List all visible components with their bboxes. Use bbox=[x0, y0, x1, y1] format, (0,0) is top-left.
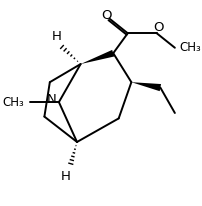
Text: N: N bbox=[47, 93, 57, 106]
Text: CH₃: CH₃ bbox=[179, 41, 201, 54]
Text: O: O bbox=[101, 9, 111, 22]
Polygon shape bbox=[131, 82, 161, 91]
Polygon shape bbox=[81, 50, 114, 64]
Text: H: H bbox=[52, 30, 62, 43]
Text: H: H bbox=[61, 170, 71, 183]
Text: CH₃: CH₃ bbox=[3, 96, 24, 109]
Text: O: O bbox=[153, 21, 164, 34]
